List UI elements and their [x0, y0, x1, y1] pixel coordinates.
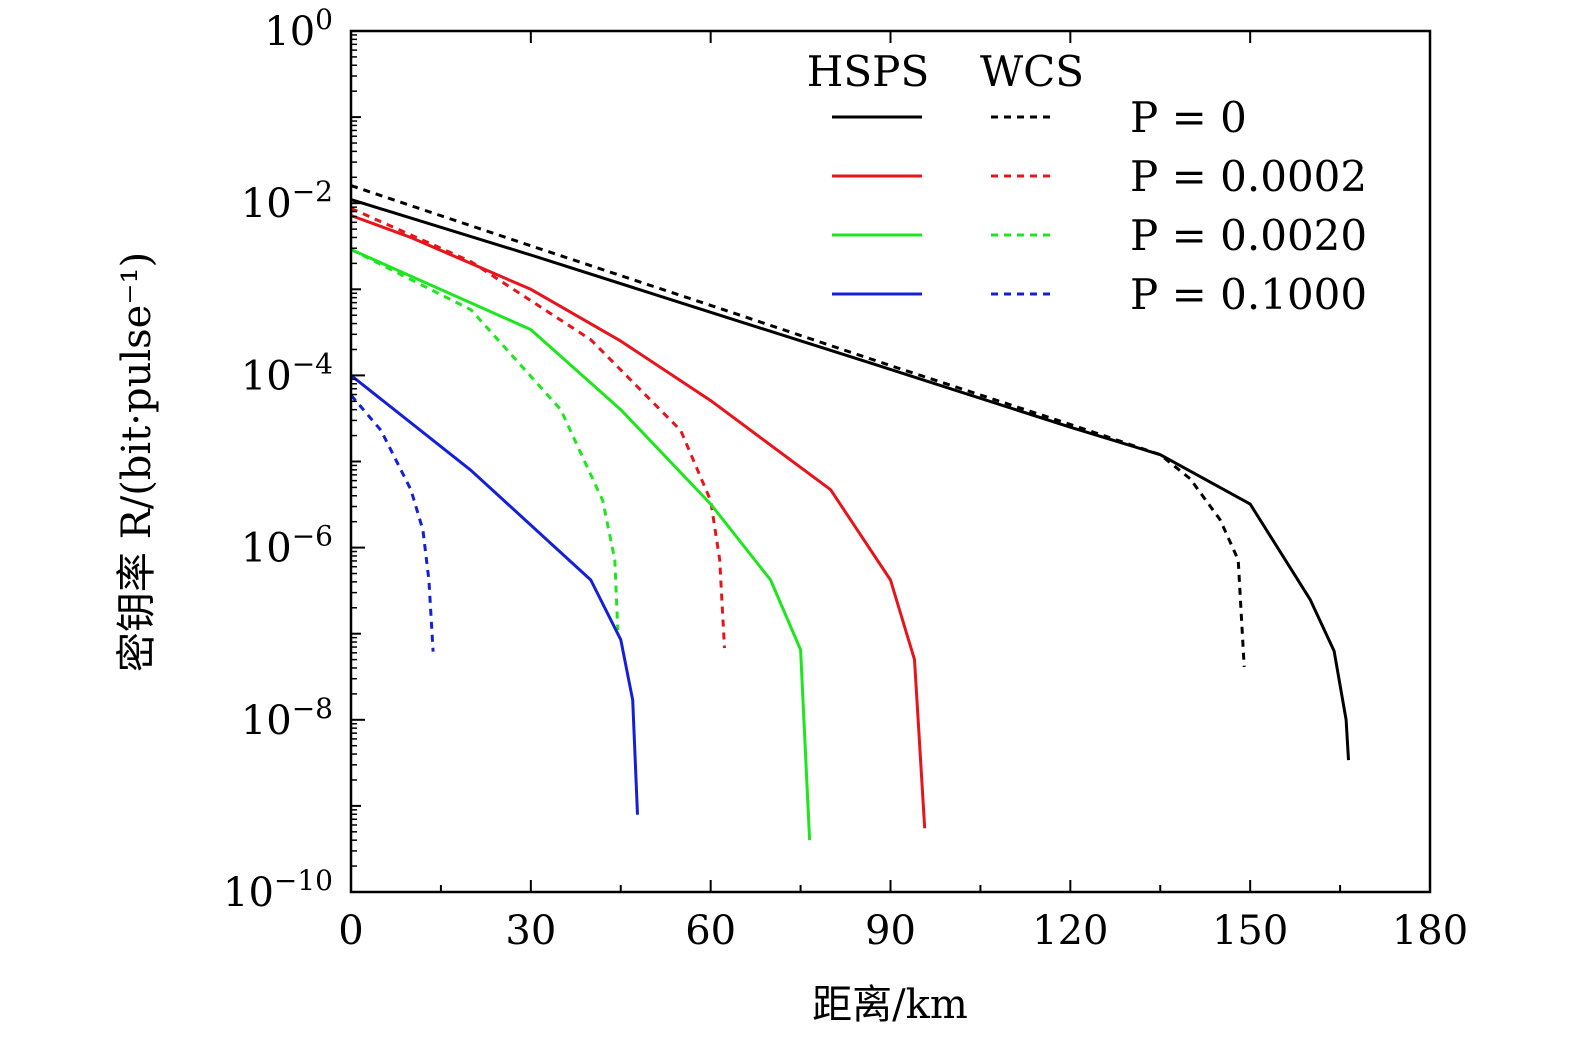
series-wcs-5: [350, 248, 620, 631]
x-axis-title: 距离/km: [812, 982, 968, 1028]
legend-label: P = 0: [1130, 93, 1247, 142]
series-wcs-7: [349, 394, 435, 652]
legend-label: P = 0.0002: [1130, 152, 1367, 201]
series-wcs-3: [350, 207, 726, 649]
y-tick-label: 10−6: [241, 520, 333, 572]
legend-label: P = 0.1000: [1130, 270, 1367, 319]
x-tick-label: 90: [865, 908, 916, 954]
legend-header-hsps: HSPS: [807, 47, 929, 96]
x-tick-label: 120: [1032, 908, 1108, 954]
x-tick-label: 0: [338, 908, 363, 954]
y-axis-title: 密钥率 R/(bit·pulse⁻¹): [114, 252, 160, 672]
x-tick-label: 60: [685, 908, 736, 954]
y-tick-label: 10−8: [241, 692, 333, 744]
y-tick-label: 10−2: [241, 175, 333, 227]
legend-label: P = 0.0020: [1130, 211, 1367, 260]
x-tick-label: 150: [1212, 908, 1288, 954]
ticks-layer: 0 30 60 90 120 150 180 100 10−2 10−4 10−6 10−8 10−10: [223, 3, 1468, 954]
series-hsps-2: [350, 214, 927, 829]
x-tick-label: 30: [505, 908, 556, 954]
legend: HSPS WCS P = 0 P = 0.0002 P = 0.0020 P = 0.…: [807, 47, 1367, 319]
series-layer: [349, 184, 1350, 841]
series-hsps-4: [350, 248, 812, 841]
y-tick-label: 100: [264, 3, 333, 55]
series-hsps-0: [350, 198, 1350, 761]
series-wcs-1: [350, 184, 1246, 668]
y-tick-label: 10−4: [241, 347, 333, 399]
legend-header-wcs: WCS: [980, 47, 1084, 96]
series-hsps-6: [350, 374, 639, 815]
x-tick-label: 180: [1392, 908, 1468, 954]
y-tick-label: 10−10: [223, 864, 333, 916]
